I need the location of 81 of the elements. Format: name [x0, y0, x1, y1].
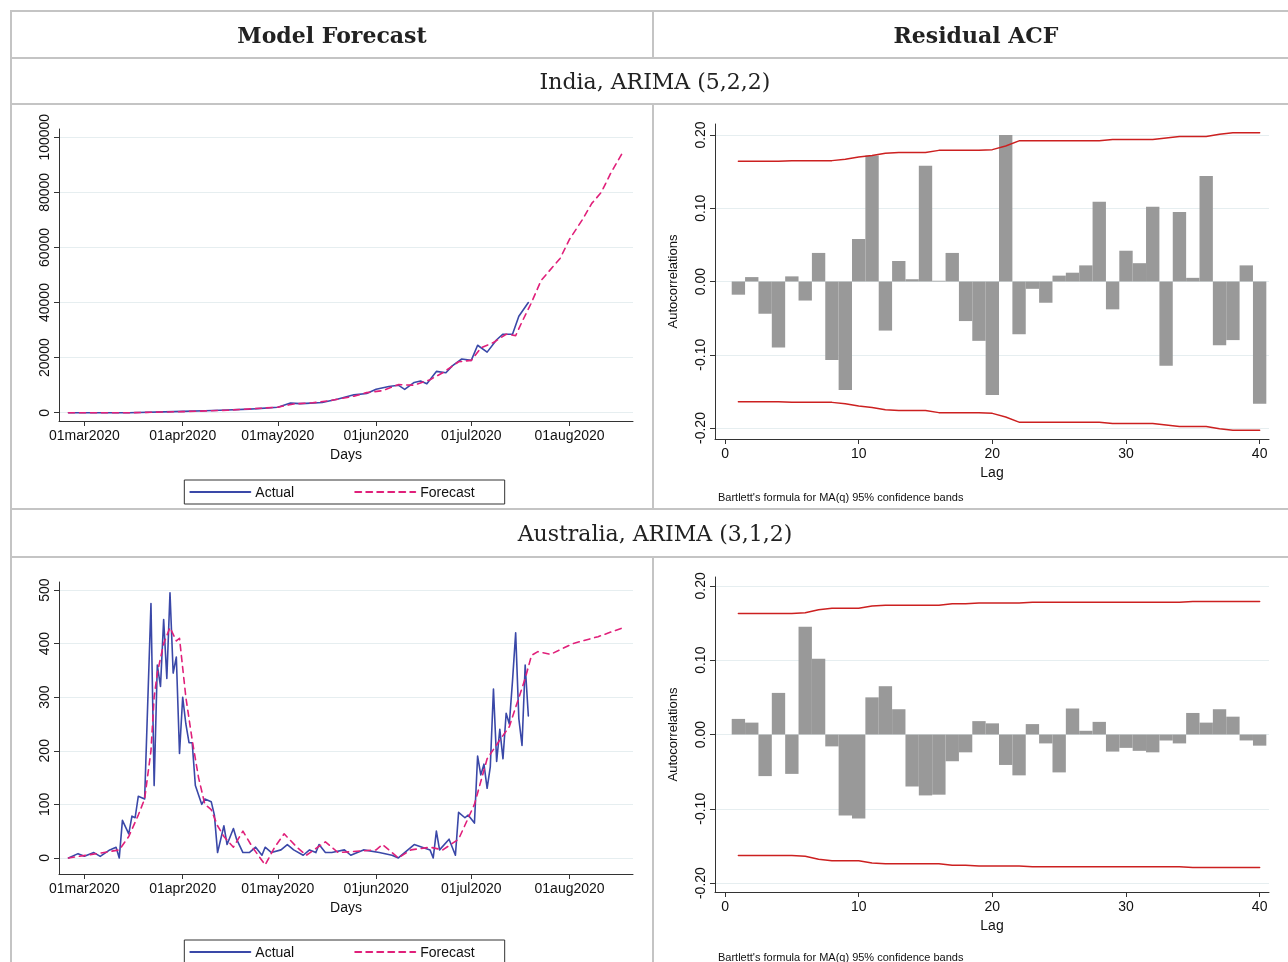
x-tick-label: 20: [984, 445, 1001, 461]
line-series: [67, 626, 625, 866]
x-tick-label: 10: [850, 445, 867, 461]
bar: [1105, 281, 1120, 310]
y-tick-label: 400: [36, 631, 52, 656]
legend-label: Actual: [255, 944, 295, 960]
x-tick-label: 30: [1118, 898, 1134, 914]
y-tick-label: 0.20: [692, 572, 708, 600]
line-series: [737, 400, 1261, 431]
x-tick-label: 01jun2020: [343, 427, 410, 443]
y-tick-label: 200: [36, 738, 52, 763]
y-tick-label: 20000: [36, 337, 52, 378]
y-tick-label: 300: [36, 685, 52, 709]
line-series: [67, 591, 530, 859]
y-tick-label: 100000: [36, 113, 52, 161]
x-tick-label: 10: [850, 898, 867, 914]
bar: [785, 276, 799, 282]
line-series: [737, 600, 1261, 615]
y-tick-label: 80000: [36, 172, 52, 212]
bar: [1239, 265, 1253, 282]
y-tick-label: -0.20: [692, 411, 708, 444]
y-tick-label: 100: [36, 792, 52, 817]
x-tick-label: 01jun2020: [343, 880, 410, 896]
x-axis-title: Lag: [980, 463, 1004, 480]
x-tick-label: 01may2020: [241, 880, 315, 896]
y-tick-label: 0: [36, 408, 52, 417]
bar: [811, 252, 826, 282]
y-axis-title: Autocorrelations: [665, 234, 680, 329]
y-tick-label: 0.20: [692, 121, 708, 149]
text: Bartlett's formula for MA(q) 95% confidence bands: [718, 950, 964, 962]
x-axis-title: Lag: [980, 916, 1004, 933]
x-tick-label: 0: [721, 445, 730, 461]
x-axis-title: Days: [330, 445, 362, 462]
y-tick-label: -0.10: [692, 792, 708, 825]
bar: [1252, 281, 1267, 404]
text: Bartlett's formula for MA(q) 95% confidence bands: [718, 490, 964, 503]
x-tick-label: 01apr2020: [149, 880, 217, 896]
y-tick-label: 60000: [36, 227, 52, 267]
legend-label: Forecast: [420, 484, 475, 500]
y-tick-label: 40000: [36, 282, 52, 323]
bar: [771, 692, 786, 735]
y-tick-label: 0.00: [692, 267, 708, 296]
bar: [1025, 724, 1040, 735]
x-tick-label: 30: [1118, 445, 1134, 461]
x-tick-label: 40: [1251, 898, 1268, 914]
bar: [798, 281, 812, 301]
y-tick-label: 500: [36, 578, 52, 602]
chart-subtitle: India, ARIMA (5,2,2): [10, 57, 1288, 105]
y-tick-label: 0.10: [692, 646, 708, 674]
line-series: [737, 132, 1261, 163]
y-axis-title: Autocorrelations: [665, 687, 680, 782]
x-axis-title: Days: [330, 898, 362, 915]
bar: [731, 281, 746, 295]
y-tick-label: -0.20: [692, 866, 708, 900]
bar: [745, 277, 759, 282]
x-tick-label: 01aug2020: [534, 880, 605, 896]
x-tick-label: 0: [721, 898, 730, 914]
chart-subtitle: Australia, ARIMA (3,1,2): [10, 508, 1288, 558]
y-tick-label: 0: [36, 853, 52, 862]
x-tick-label: 01jul2020: [440, 427, 502, 443]
bar: [999, 134, 1013, 282]
y-tick-label: 0.00: [692, 720, 708, 749]
chart-title: Residual ACF: [652, 10, 1288, 59]
x-tick-label: 01apr2020: [149, 427, 217, 443]
legend-label: Forecast: [420, 944, 475, 960]
x-tick-label: 20: [984, 898, 1001, 914]
line-series: [737, 854, 1261, 869]
x-tick-label: 01may2020: [241, 427, 315, 443]
bar: [758, 734, 772, 777]
y-tick-label: -0.10: [692, 338, 708, 371]
y-tick-label: 0.10: [692, 194, 708, 222]
legend-label: Actual: [255, 484, 295, 500]
x-tick-label: 01jul2020: [440, 880, 502, 896]
chart-title: Model Forecast: [10, 10, 654, 59]
bar: [1159, 281, 1173, 366]
x-tick-label: 01mar2020: [48, 880, 120, 896]
x-tick-label: 01aug2020: [534, 427, 605, 443]
bar: [785, 734, 799, 774]
bar: [878, 281, 893, 331]
x-tick-label: 40: [1251, 445, 1268, 461]
x-tick-label: 01mar2020: [48, 427, 120, 443]
